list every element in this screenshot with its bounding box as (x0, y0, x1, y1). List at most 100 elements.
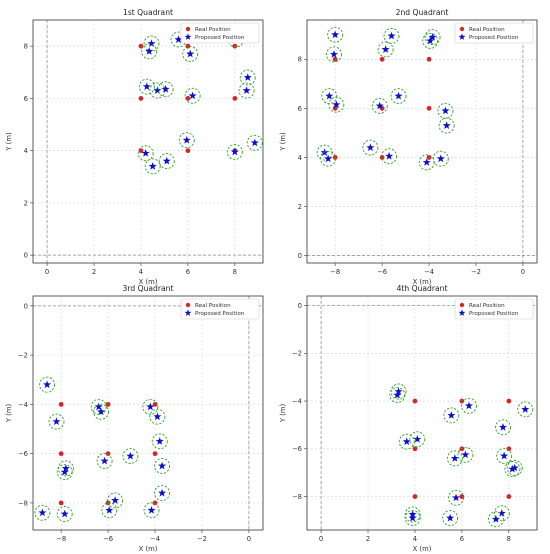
real-position-point (332, 56, 338, 62)
x-tick-label: 8 (507, 535, 511, 543)
uncertainty-circle (398, 433, 415, 450)
real-position-point (185, 95, 191, 101)
legend-real-label: Real Position (469, 27, 505, 33)
proposed-position-point (142, 82, 151, 91)
proposed-position-point (491, 515, 500, 523)
proposed-position-point (141, 149, 150, 157)
y-tick-label: 8 (24, 43, 28, 51)
uncertainty-circle (377, 41, 394, 58)
uncertainty-circle (495, 419, 511, 436)
proposed-position-point (174, 35, 183, 43)
uncertainty-circle (138, 78, 155, 95)
y-tick-label: 6 (298, 105, 302, 113)
y-axis-label: Y (m) (279, 404, 287, 424)
x-tick-label: 8 (233, 268, 237, 276)
uncertainty-circle (460, 397, 477, 414)
uncertainty-circle (143, 502, 160, 519)
proposed-position-point (450, 454, 459, 462)
uncertainty-circle (246, 134, 263, 151)
x-tick-label: 4 (139, 268, 143, 276)
real-position-point (105, 451, 111, 457)
uncertainty-circle (442, 510, 459, 527)
proposed-position-point (498, 423, 507, 431)
legend-real-marker (185, 302, 191, 308)
proposed-position-point (97, 407, 106, 416)
y-tick-label: −6 (18, 450, 28, 458)
y-tick-label: 0 (298, 302, 302, 310)
uncertainty-circle (144, 158, 161, 175)
plot-frame (32, 295, 264, 531)
uncertainty-circle (381, 148, 398, 165)
uncertainty-circle (56, 506, 73, 522)
legend-real-marker (185, 26, 191, 32)
real-position-point (152, 451, 158, 457)
uncertainty-circle (122, 448, 139, 465)
x-axis-label: X (m) (413, 278, 432, 286)
uncertainty-circle (438, 117, 455, 134)
proposed-position-point (436, 154, 445, 163)
legend-real-marker (459, 26, 465, 32)
uncertainty-circle (154, 485, 171, 502)
uncertainty-circle (48, 413, 65, 430)
proposed-position-point (387, 31, 396, 40)
real-position-point (459, 446, 465, 452)
real-position-point (412, 494, 418, 499)
uncertainty-circle (90, 398, 107, 415)
proposed-position-point (428, 32, 437, 41)
real-position-point (506, 494, 512, 499)
y-axis-label: Y (m) (5, 132, 13, 152)
x-axis-label: X (m) (139, 545, 158, 553)
proposed-position-point (61, 464, 70, 472)
uncertainty-circle (424, 29, 441, 46)
real-position-point (58, 451, 64, 457)
y-tick-label: −6 (292, 445, 302, 453)
y-tick-label: 4 (298, 154, 302, 162)
x-tick-label: 2 (92, 268, 96, 276)
proposed-position-point (442, 121, 451, 129)
proposed-position-point (441, 106, 450, 115)
y-tick-label: 0 (24, 302, 28, 310)
chart-panel-4: 4th Quadrant 0 2 4 6 8 0 −2 −4 −6 −8 X (m) Y (m) Real… (279, 284, 538, 553)
legend-real-marker (459, 302, 465, 308)
chart-panel-2: 2nd Quadrant −8 −6 −4 −2 0 0 2 4 6 8 X (m) Y (m) Real… (279, 8, 538, 286)
proposed-position-point (158, 461, 167, 470)
uncertainty-circle (238, 82, 255, 99)
uncertainty-circle (446, 450, 463, 467)
uncertainty-circle (327, 26, 344, 43)
y-tick-label: 6 (24, 95, 28, 103)
chart-panel-3: 3rd Quadrant −8 −6 −4 −2 0 0 −2 −4 −6 −8 X (m) Y (m)… (5, 284, 264, 553)
proposed-position-point (464, 401, 473, 410)
proposed-position-point (186, 49, 195, 58)
uncertainty-circle (158, 153, 175, 170)
proposed-position-point (161, 85, 170, 93)
uncertainty-circle (390, 88, 407, 105)
proposed-position-point (521, 405, 530, 413)
proposed-position-point (375, 101, 384, 110)
proposed-position-point (385, 152, 394, 160)
uncertainty-circle (326, 46, 342, 63)
legend: Real Position Proposed Position (454, 22, 534, 44)
proposed-position-point (146, 402, 155, 411)
uncertainty-circle (517, 401, 534, 418)
x-tick-label: 0 (319, 535, 323, 543)
legend-box (454, 298, 534, 320)
uncertainty-circle (101, 502, 118, 519)
chart-title: 3rd Quadrant (123, 284, 174, 293)
uncertainty-circle (443, 407, 460, 424)
chart-title: 4th Quadrant (397, 284, 448, 293)
proposed-position-point (402, 437, 411, 446)
real-position-point (412, 398, 418, 404)
legend: Real Position Proposed Position (180, 22, 260, 44)
legend-box (180, 22, 260, 44)
chart-title: 1st Quadrant (123, 8, 173, 17)
real-position-point (232, 43, 238, 49)
proposed-position-point (155, 437, 164, 445)
y-tick-label: 2 (298, 203, 302, 211)
real-position-point (138, 95, 144, 101)
uncertainty-circle (487, 511, 504, 528)
uncertainty-circle (404, 510, 421, 527)
proposed-position-point (393, 390, 402, 399)
proposed-position-point (60, 509, 69, 518)
real-position-point (379, 155, 385, 160)
uncertainty-circle (493, 505, 510, 522)
